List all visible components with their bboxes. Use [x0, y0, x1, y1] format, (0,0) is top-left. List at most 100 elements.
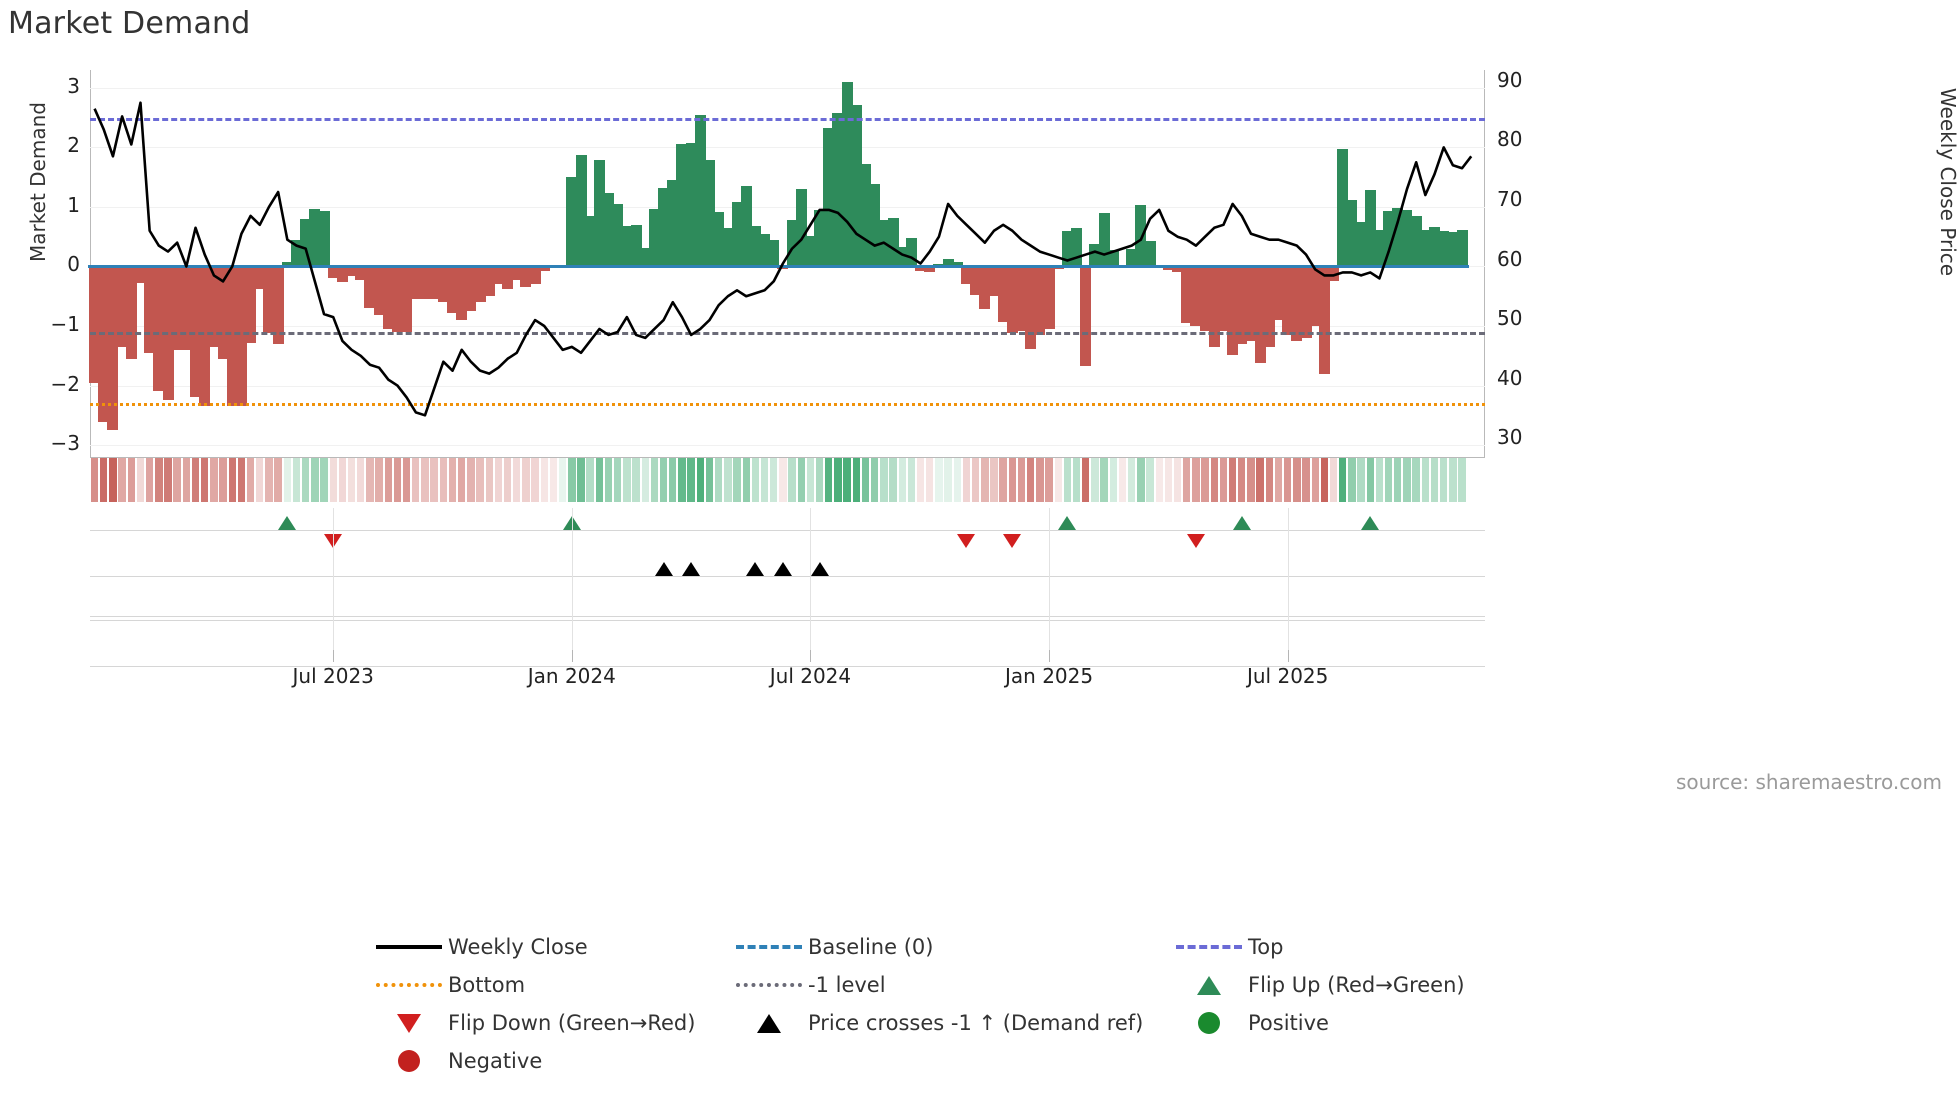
baseline-segment: [363, 264, 377, 268]
demand-bar: [850, 104, 862, 267]
strip-cell: [1366, 458, 1374, 502]
strip-cell: [696, 458, 704, 502]
demand-bar: [502, 266, 514, 290]
baseline-segment: [326, 264, 340, 268]
demand-bar: [355, 266, 367, 280]
baseline-segment: [170, 264, 184, 268]
strip-cell: [1219, 458, 1228, 502]
baseline-segment: [1299, 264, 1313, 268]
strip-cell: [1118, 458, 1127, 502]
demand-bar: [1208, 266, 1220, 347]
baseline-segment: [1171, 264, 1185, 268]
gridline: [90, 206, 1485, 208]
legend-item-label: Bottom: [448, 973, 526, 997]
demand-bar: [713, 211, 725, 267]
demand-bar: [1318, 266, 1330, 374]
demand-bar: [428, 266, 440, 300]
demand-bar: [1172, 266, 1184, 273]
baseline-segment: [859, 264, 872, 268]
baseline-segment: [959, 264, 973, 268]
demand-bar: [373, 266, 385, 316]
demand-bar: [1080, 266, 1092, 367]
page-title: Market Demand: [8, 6, 251, 41]
legend-item[interactable]: Flip Down (Green→Red): [370, 1004, 730, 1042]
baseline-segment: [528, 264, 542, 268]
demand-bar: [465, 266, 477, 312]
legend-row: Flip Down (Green→Red) Price crosses -1 ↑ …: [370, 1004, 1650, 1042]
demand-bar: [1144, 241, 1156, 267]
strip-cell: [1210, 458, 1218, 502]
strip-cell: [678, 458, 686, 502]
baseline-segment: [381, 264, 395, 268]
baseline-segment: [941, 264, 955, 268]
strip-cell: [1403, 458, 1411, 502]
strip-cell: [522, 458, 530, 502]
legend-item[interactable]: Bottom: [370, 966, 730, 1004]
demand-bar: [1107, 249, 1119, 267]
plot-right-spine: [1484, 70, 1485, 457]
strip-cell: [1311, 458, 1319, 502]
strip-cell: [320, 458, 328, 502]
demand-bar: [694, 114, 706, 267]
demand-bar: [327, 266, 339, 279]
baseline-segment: [556, 264, 570, 268]
strip-cell: [347, 458, 356, 502]
demand-bar: [887, 217, 899, 267]
baseline-segment: [684, 264, 698, 268]
strip-cell: [1155, 458, 1163, 502]
legend-item[interactable]: Positive: [1170, 1004, 1590, 1042]
baseline-segment: [629, 264, 643, 268]
source-note: source: sharemaestro.com: [1676, 770, 1942, 794]
y-tick-label-right: 70: [1497, 186, 1523, 211]
demand-bar: [575, 155, 587, 267]
legend-item[interactable]: Baseline (0): [730, 928, 1170, 966]
strip-cell: [549, 458, 558, 502]
demand-bar: [823, 128, 835, 267]
baseline-segment: [739, 264, 753, 268]
demand-bar: [107, 266, 119, 431]
baseline-segment: [1455, 264, 1469, 268]
strip-cell: [1375, 458, 1384, 502]
strip-cell: [219, 458, 227, 502]
legend-item[interactable]: Negative: [370, 1042, 730, 1080]
legend-item[interactable]: Price crosses -1 ↑ (Demand ref): [730, 1004, 1170, 1042]
baseline-segment: [987, 264, 1001, 268]
y-tick-label-left: 1: [67, 192, 80, 217]
strip-cell: [953, 458, 961, 502]
x-tick: [810, 650, 812, 662]
x-tick-label: Jul 2025: [1246, 664, 1329, 688]
legend-item[interactable]: Flip Up (Red→Green): [1170, 966, 1590, 1004]
legend-item[interactable]: Top: [1170, 928, 1590, 966]
strip-cell: [1183, 458, 1191, 502]
baseline-segment: [1125, 264, 1139, 268]
baseline-segment: [785, 264, 799, 268]
legend-item[interactable]: -1 level: [730, 966, 1170, 1004]
baseline-segment: [143, 264, 157, 268]
demand-bar: [529, 266, 541, 285]
baseline-segment: [1207, 264, 1221, 268]
legend-line-icon: [370, 945, 448, 949]
demand-bar: [1300, 266, 1312, 338]
reference-line-bottom: [90, 403, 1485, 407]
strip-cell: [632, 458, 640, 502]
strip-cell: [568, 458, 576, 502]
strip-cell: [448, 458, 457, 502]
legend-triangle-down-icon: [370, 1013, 448, 1033]
demand-bar: [1190, 266, 1202, 326]
legend-circle-icon: [370, 1050, 448, 1072]
baseline-segment: [1088, 264, 1102, 268]
demand-bar: [740, 186, 752, 267]
baseline-segment: [1115, 264, 1129, 268]
demand-bar: [144, 266, 156, 353]
demand-bar: [1309, 266, 1321, 326]
demand-bar: [382, 266, 394, 329]
strip-cell: [430, 458, 438, 502]
plot-left-spine: [90, 70, 91, 457]
x-tick-label: Jan 2024: [527, 664, 616, 688]
strip-cell: [1265, 458, 1273, 502]
demand-bar: [245, 266, 257, 343]
legend-item[interactable]: Weekly Close: [370, 928, 730, 966]
demand-bar: [538, 266, 550, 272]
demand-bar: [942, 259, 954, 267]
